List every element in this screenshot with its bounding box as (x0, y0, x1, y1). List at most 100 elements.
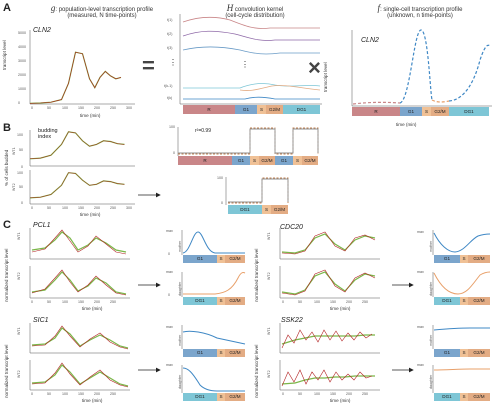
c-pcl1-wt1-fit (31, 231, 127, 253)
panel-label-c: C (3, 219, 11, 231)
c-pcl1-m-s: S (217, 255, 225, 263)
b-kernel-steps (178, 127, 319, 204)
a-phase-r: R (183, 105, 235, 114)
f-symbol: f (377, 3, 381, 13)
c1-xtick-150: 150 (78, 300, 84, 304)
a-xtick-250: 250 (110, 106, 116, 110)
c2-xtick-100: 100 (314, 300, 320, 304)
kernel-axes (179, 14, 322, 105)
c-series (31, 229, 376, 388)
c1-xtick-250: 250 (110, 300, 116, 304)
f-phase-g1: G1 (400, 107, 422, 116)
kernel-label-k1: t(k-1) (164, 84, 173, 88)
b-xtick-200: 200 (94, 206, 100, 210)
f-header: f: single-cell transcription profile (un… (340, 3, 500, 19)
c-ssk22-d-s: S (460, 393, 468, 401)
c-pcl1-wt2-fit (31, 271, 127, 295)
f-title: : single-cell transcription profile (380, 7, 463, 13)
c-cdc20-m-g2m: G2/M (468, 255, 490, 263)
c-ssk22-m-g1: G1 (434, 349, 460, 357)
c-ssk22-d-dg1: DG1 (434, 393, 460, 401)
c-ssk22-wt2-fit (281, 375, 375, 385)
c-xlabel-pcl1: time (min) (82, 306, 103, 311)
b-phase-r: R (178, 156, 232, 165)
c-cdc20-d-dg1: DG1 (434, 297, 460, 305)
kernel-vdots: ⋮ (169, 58, 177, 67)
c-pcl1-m-g1: G1 (183, 255, 217, 263)
c1-xtick-100: 100 (62, 300, 68, 304)
c-ssk22-m-g2m: G2/M (468, 349, 490, 357)
c2-xtick-50: 50 (298, 300, 302, 304)
c-ssk22-d-g2m: G2/M (468, 393, 490, 401)
b-xtick-250: 250 (110, 206, 116, 210)
c-pcl1-wt1-meas (31, 229, 127, 255)
c-pcl1-d-dg1: DG1 (183, 297, 217, 305)
c-sic1-wt1-meas (31, 325, 129, 350)
b-kernel-ytick-0: 0 (173, 151, 175, 155)
r2-label: r²=0.99 (195, 128, 211, 134)
a-ytick-2000: 2000 (18, 73, 26, 77)
b-kernel-ytick-100: 100 (169, 125, 175, 129)
f-phase-r: R (352, 107, 400, 116)
b-kernel2-ytick-100: 100 (217, 176, 223, 180)
a-ytick-5000: 5000 (18, 31, 26, 35)
b2-phase-s: S (262, 205, 271, 214)
b-wt2-fit-line (29, 172, 125, 199)
kernel-label-3: t(3) (167, 46, 173, 50)
c4-xtick-250: 250 (362, 392, 368, 396)
c-sic1-d-g2m: G2/M (225, 393, 245, 401)
c-cdc20-wt2-meas (281, 269, 376, 296)
c-cdc20-wt1-meas (281, 231, 376, 255)
b-wt1-fit-line (29, 131, 125, 160)
h-symbol: H (226, 3, 234, 13)
times-sign: × (308, 55, 321, 80)
a-phase-g2m: G2/M (266, 105, 283, 114)
b2-ytick-100: 100 (17, 171, 23, 175)
f-subtitle: (unknown, n time-points) (387, 13, 453, 19)
gene-label-a-right: CLN2 (361, 37, 379, 44)
budding-index-title: budding index (38, 128, 58, 140)
b-wt2-measured-line (29, 172, 125, 199)
b1-ytick-100: 100 (17, 133, 23, 137)
c-xlabel-sic1: time (min) (82, 398, 103, 403)
a-right-xlabel: time (min) (396, 122, 417, 127)
c-sic1-m-g1: G1 (183, 349, 217, 357)
gene-label-a-left: CLN2 (33, 27, 51, 34)
f-profile (352, 29, 491, 105)
h-header: H convolution kernel (cell-cycle distrib… (205, 3, 305, 19)
b-axes (29, 130, 135, 205)
c-kernel-axes (181, 230, 434, 393)
a-xtick-50: 50 (47, 106, 51, 110)
c1-xtick-200: 200 (94, 300, 100, 304)
a-ytick-3000: 3000 (18, 59, 26, 63)
b-phase-g1-2: G1 (275, 156, 293, 165)
a-g-measured-line (29, 51, 122, 104)
a-g-series (29, 51, 122, 104)
c-sic1-wt2-meas (31, 362, 129, 388)
b2-phase-dg1: DG1 (228, 205, 262, 214)
f-phase-s: S (422, 107, 431, 116)
b-wt1-measured-line (29, 131, 125, 160)
c-cdc20-m-g1: G1 (434, 255, 460, 263)
c-sic1-d-dg1: DG1 (183, 393, 217, 401)
a-phase-dg1: DG1 (283, 105, 320, 114)
c4-xtick-100: 100 (314, 392, 320, 396)
c-cdc20-daughter-max: max (417, 270, 424, 274)
c3-xtick-0: 0 (31, 392, 33, 396)
c4-xtick-0: 0 (282, 392, 284, 396)
c-pcl1-mother-zero: 0 (168, 252, 170, 256)
c3-xtick-250: 250 (110, 392, 116, 396)
b2-ytick-0: 0 (21, 201, 23, 205)
c-ssk22-wt2-meas (281, 369, 373, 387)
a-g-axes (29, 30, 135, 105)
h-subtitle: (cell-cycle distribution) (225, 13, 285, 19)
a-phase-s: S (257, 105, 266, 114)
kernel-curves (182, 16, 321, 100)
c-ssk22-daughter-max: max (417, 363, 424, 367)
c-pcl1-d-s: S (217, 297, 225, 305)
a-xtick-150: 150 (78, 106, 84, 110)
a-xtick-100: 100 (62, 106, 68, 110)
b2-ytick-50: 50 (19, 185, 23, 189)
b-phase-g2m: G2/M (259, 156, 275, 165)
